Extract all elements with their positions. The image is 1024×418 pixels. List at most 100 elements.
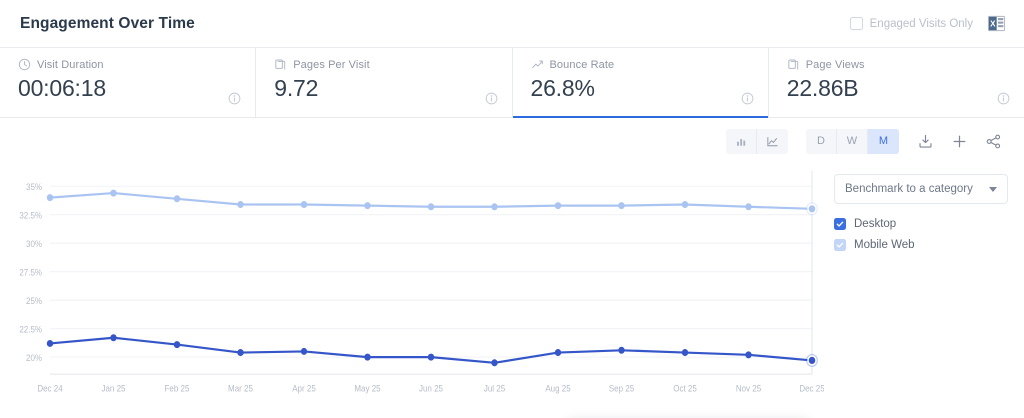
kpi-card-bounce-rate[interactable]: Bounce Rate 26.8% xyxy=(512,48,769,118)
line-chart-icon xyxy=(767,136,778,146)
data-point xyxy=(745,203,752,211)
kpi-value: 26.8% xyxy=(530,75,595,101)
data-point xyxy=(427,203,435,211)
info-icon[interactable] xyxy=(997,92,1010,105)
bar-chart-view-button[interactable] xyxy=(726,128,757,154)
data-point xyxy=(110,334,117,342)
clock-icon xyxy=(18,58,31,71)
y-axis-tick-label: 25% xyxy=(26,296,43,306)
data-point xyxy=(46,339,54,347)
chart-side-panel: Benchmark to a category Desktop Mobile W… xyxy=(824,164,1024,418)
info-icon[interactable] xyxy=(485,92,498,105)
legend-item-mobile-web[interactable]: Mobile Web xyxy=(834,239,1008,251)
panel-header: Engagement Over Time Engaged Visits Only… xyxy=(0,0,1024,48)
x-axis-tick-label: Jan 25 xyxy=(102,383,126,393)
chart-series-group xyxy=(46,189,818,367)
legend-item-desktop[interactable]: Desktop xyxy=(834,218,1008,230)
data-point xyxy=(807,203,817,214)
plus-icon[interactable] xyxy=(951,133,968,150)
x-axis-tick-label: Oct 25 xyxy=(673,383,697,393)
granularity-toggle: D W M xyxy=(806,128,899,154)
kpi-card-row: Visit Duration 00:06:18 Pages Per Visit … xyxy=(0,48,1024,118)
data-point xyxy=(745,351,752,359)
engaged-visits-only-checkbox[interactable]: Engaged Visits Only xyxy=(849,17,973,30)
data-point xyxy=(110,189,117,197)
data-point xyxy=(807,355,817,366)
data-point xyxy=(46,194,54,202)
chart-gridlines xyxy=(50,185,812,375)
y-axis-tick-label: 32.5% xyxy=(19,210,42,220)
data-point xyxy=(491,203,498,211)
x-axis-tick-label: Jun 25 xyxy=(419,383,443,393)
kpi-value: 22.86B xyxy=(786,75,859,101)
granularity-day-button[interactable]: D xyxy=(806,128,837,154)
x-axis-tick-label: Aug 25 xyxy=(545,383,571,393)
series-legend: Desktop Mobile Web xyxy=(834,218,1008,251)
data-point xyxy=(554,349,562,357)
kpi-value: 9.72 xyxy=(274,75,319,101)
excel-export-icon[interactable]: X xyxy=(987,14,1006,33)
data-point xyxy=(300,200,308,208)
kpi-card-pages-per-visit[interactable]: Pages Per Visit 9.72 xyxy=(256,48,513,117)
share-icon[interactable] xyxy=(985,133,1002,150)
kpi-header: Pages Per Visit xyxy=(274,58,495,71)
y-axis-tick-label: 20% xyxy=(26,353,43,363)
chart-x-axis-labels: Dec 24 Jan 25 Feb 25 Mar 25 Apr 25 May 25 Jun … xyxy=(37,383,824,393)
bounce-rate-icon xyxy=(531,60,543,69)
header-actions: Engaged Visits Only X xyxy=(849,14,1006,33)
kpi-label: Page Views xyxy=(805,58,865,71)
bar-chart-icon xyxy=(736,138,745,146)
kpi-header: Visit Duration xyxy=(18,58,239,71)
data-point xyxy=(173,195,181,203)
x-axis-tick-label: Mar 25 xyxy=(228,383,253,393)
x-axis-tick-label: Dec 25 xyxy=(799,383,824,393)
toolbar-actions xyxy=(917,133,1002,150)
x-axis-tick-label: Feb 25 xyxy=(165,383,190,393)
legend-label: Mobile Web xyxy=(854,239,915,251)
x-axis-tick-label: May 25 xyxy=(354,383,381,393)
checkbox-box[interactable] xyxy=(849,17,863,30)
checkbox-checked-icon[interactable] xyxy=(834,239,846,251)
data-point xyxy=(681,200,689,208)
legend-label: Desktop xyxy=(854,218,897,230)
svg-text:X: X xyxy=(990,19,996,28)
chart-y-axis-labels: 35% 32.5% 30% 27.5% 25% 22.5% 20% xyxy=(19,182,42,363)
kpi-card-visit-duration[interactable]: Visit Duration 00:06:18 xyxy=(0,48,257,117)
chart-type-toggle xyxy=(726,128,788,154)
data-point xyxy=(618,346,625,354)
info-icon[interactable] xyxy=(741,92,754,105)
x-axis-tick-label: Sep 25 xyxy=(609,383,635,393)
line-chart-view-button[interactable] xyxy=(757,128,788,154)
checkbox-checked-icon[interactable] xyxy=(834,218,846,230)
kpi-card-page-views[interactable]: Page Views 22.86B xyxy=(769,48,1024,117)
engaged-visits-only-label: Engaged Visits Only xyxy=(869,17,973,30)
benchmark-category-dropdown[interactable]: Benchmark to a category xyxy=(834,174,1008,204)
data-point xyxy=(237,200,244,208)
granularity-month-button[interactable]: M xyxy=(868,128,899,154)
data-point xyxy=(554,202,562,210)
chevron-down-icon xyxy=(989,186,997,192)
chart-plot-area[interactable]: 35% 32.5% 30% 27.5% 25% 22.5% 20% Dec 24 Jan 25… xyxy=(0,164,824,418)
y-axis-tick-label: 22.5% xyxy=(19,324,42,334)
data-point xyxy=(364,202,371,210)
x-axis-tick-label: Apr 25 xyxy=(292,383,316,393)
data-point xyxy=(300,347,308,355)
data-point xyxy=(681,349,689,357)
info-icon[interactable] xyxy=(228,92,241,105)
engagement-line-chart[interactable]: 35% 32.5% 30% 27.5% 25% 22.5% 20% Dec 24 Jan 25… xyxy=(0,164,824,418)
kpi-header: Page Views xyxy=(787,58,1008,71)
granularity-week-button[interactable]: W xyxy=(837,128,868,154)
kpi-label: Bounce Rate xyxy=(549,58,615,71)
kpi-label: Pages Per Visit xyxy=(293,58,370,71)
data-point xyxy=(173,341,181,349)
y-axis-tick-label: 27.5% xyxy=(19,267,42,277)
benchmark-dropdown-label: Benchmark to a category xyxy=(845,183,973,195)
download-icon[interactable] xyxy=(917,133,934,150)
pages-icon xyxy=(788,59,798,70)
pages-icon xyxy=(275,59,286,70)
data-point xyxy=(364,353,371,361)
kpi-label: Visit Duration xyxy=(37,58,104,71)
y-axis-tick-label: 30% xyxy=(26,239,43,249)
x-axis-tick-label: Dec 24 xyxy=(37,383,63,393)
